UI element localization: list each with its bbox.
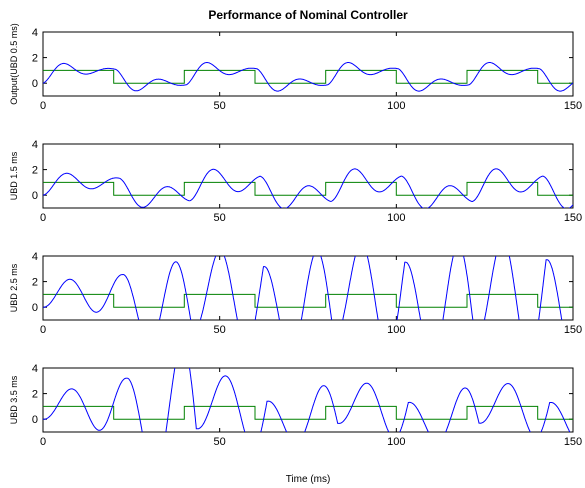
reference-series-line: [43, 405, 573, 420]
x-tick-label: 50: [214, 324, 226, 336]
x-tick-label: 0: [40, 324, 46, 336]
y-tick-label: 4: [32, 27, 38, 39]
y-tick-label: 4: [32, 363, 38, 375]
x-tick-label: 50: [214, 100, 226, 112]
x-tick-label: 0: [40, 100, 46, 112]
subplot-panels: 0 2 4 0 50 100 150 Output(UBD 0.5 ms) 0 2 4 0 50 100 1…: [9, 23, 582, 448]
x-tick-label: 100: [387, 212, 405, 224]
y-tick-label: 2: [32, 277, 38, 289]
subplot-2: 0 2 4 0 50 100 150 UBD 1.5 ms: [9, 139, 582, 224]
axes-frame: [42, 143, 574, 209]
y-tick-label: 0: [32, 190, 38, 202]
x-tick-label: 100: [387, 324, 405, 336]
x-axis-label: Time (ms): [286, 474, 331, 485]
response-series-line: [43, 256, 563, 320]
reference-series-line: [43, 293, 573, 308]
y-axis-label: UBD 1.5 ms: [9, 151, 19, 200]
response-series-line: [43, 168, 573, 208]
y-tick-label: 0: [32, 302, 38, 314]
x-tick-label: 0: [40, 212, 46, 224]
subplot-1: 0 2 4 0 50 100 150 Output(UBD 0.5 ms): [9, 23, 582, 112]
y-tick-label: 4: [32, 139, 38, 151]
y-tick-label: 2: [32, 53, 38, 65]
axes-frame: [42, 31, 574, 97]
x-tick-label: 0: [40, 436, 46, 448]
axes-frame: [42, 255, 574, 321]
x-tick-label: 100: [387, 100, 405, 112]
response-series-line: [43, 62, 573, 92]
y-tick-label: 2: [32, 165, 38, 177]
y-axis-label: UBD 2.5 ms: [9, 263, 19, 312]
chart-title: Performance of Nominal Controller: [208, 8, 408, 22]
subplot-3: 0 2 4 0 50 100 150 UBD 2.5 ms: [9, 251, 582, 336]
y-axis-label: UBD 3.5 ms: [9, 375, 19, 424]
x-tick-label: 100: [387, 436, 405, 448]
x-tick-label: 150: [564, 324, 582, 336]
y-tick-label: 0: [32, 414, 38, 426]
x-tick-label: 50: [214, 212, 226, 224]
x-tick-label: 150: [564, 212, 582, 224]
y-tick-label: 2: [32, 389, 38, 401]
axes-frame: [42, 367, 574, 433]
y-axis-label: Output(UBD 0.5 ms): [9, 23, 19, 105]
response-series-line: [43, 368, 571, 432]
x-tick-label: 150: [564, 436, 582, 448]
y-tick-label: 4: [32, 251, 38, 263]
reference-series-line: [43, 181, 573, 196]
x-tick-label: 50: [214, 436, 226, 448]
y-tick-label: 0: [32, 78, 38, 90]
subplot-4: 0 2 4 0 50 100 150 UBD 3.5 ms: [9, 363, 582, 448]
x-tick-label: 150: [564, 100, 582, 112]
